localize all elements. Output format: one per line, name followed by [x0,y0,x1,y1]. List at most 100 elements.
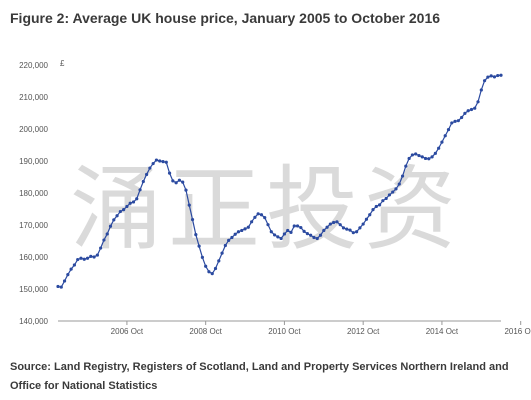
y-axis-ticks: 140,000 150,000 160,000 170,000 180,000 190,0… [19,61,48,326]
data-point [79,256,83,260]
data-point [496,73,500,78]
data-point [72,263,77,267]
data-point [135,197,139,201]
data-point [269,230,273,234]
data-point [154,158,159,162]
data-point [384,196,388,201]
data-point [161,160,165,164]
data-point [328,222,332,226]
data-point [197,244,201,248]
y-tick-label: 190,000 [19,157,48,166]
data-point [115,214,119,218]
data-point [220,251,224,255]
data-point [276,235,280,239]
x-tick-label: 2006 Oct [111,327,144,336]
y-tick-label: 180,000 [19,189,48,198]
data-point [105,232,109,236]
watermark: 涌正投资 [70,156,463,263]
data-point [332,220,336,225]
data-point [141,179,145,184]
data-point [279,236,283,241]
data-point [361,222,365,226]
data-point [282,232,287,236]
data-point [181,180,185,184]
data-point [348,228,352,232]
data-point [236,230,241,234]
y-tick-label: 150,000 [19,285,48,294]
data-point [437,146,441,150]
data-point [400,174,405,178]
data-point [85,256,90,260]
data-point [440,140,444,144]
data-point [108,224,113,228]
data-point [391,190,395,194]
data-point [351,231,355,235]
data-point [335,220,339,224]
data-point [217,259,221,263]
x-tick-label: 2012 Oct [347,327,380,336]
data-point [368,213,372,217]
data-point [450,121,454,125]
data-point [394,187,398,191]
data-point [427,157,431,161]
data-point [145,172,149,177]
data-point [322,228,326,233]
y-tick-label: 210,000 [19,93,48,102]
source-note: Source: Land Registry, Registers of Scot… [10,361,509,392]
data-point [210,272,214,276]
data-point [433,151,437,155]
data-point [466,109,470,113]
data-point [233,232,237,236]
data-point [469,107,474,112]
data-point [227,238,231,242]
data-point [148,166,152,170]
data-point [463,111,467,115]
data-point [325,225,329,229]
series-line [57,74,502,288]
data-point [138,188,142,192]
data-point [377,203,382,207]
data-point [151,161,155,166]
data-point [167,171,172,175]
data-point [299,225,303,230]
data-point [171,179,175,183]
data-point [243,227,247,231]
data-point [177,178,182,182]
data-point [62,279,67,283]
data-point [102,238,106,242]
data-point [266,223,270,227]
data-point [256,212,260,216]
data-point [420,155,424,159]
x-tick-label: 2008 Oct [189,327,222,336]
data-point [190,217,195,222]
data-point [414,152,418,156]
data-point [446,128,451,132]
y-tick-label: 170,000 [19,221,48,230]
data-point [397,182,401,186]
data-point [309,233,313,237]
data-point [482,79,487,83]
data-point [453,119,457,123]
x-tick-label: 2016 Oct [504,327,531,336]
data-point [246,225,250,229]
data-point [460,115,464,120]
data-point [187,203,191,207]
data-point [66,273,70,277]
data-point [184,188,188,192]
data-point [456,119,460,123]
data-point [204,264,208,268]
chart-title: Figure 2: Average UK house price, Januar… [10,10,441,26]
data-point [240,228,244,233]
data-point [289,230,293,234]
data-point [364,217,369,221]
x-tick-label: 2010 Oct [268,327,301,336]
y-tick-label: 160,000 [19,253,48,262]
data-point [315,236,319,241]
data-point [207,270,211,274]
data-point [489,74,493,78]
data-point [128,201,132,205]
data-point [312,235,316,240]
data-point [404,164,408,168]
data-point [305,232,309,236]
